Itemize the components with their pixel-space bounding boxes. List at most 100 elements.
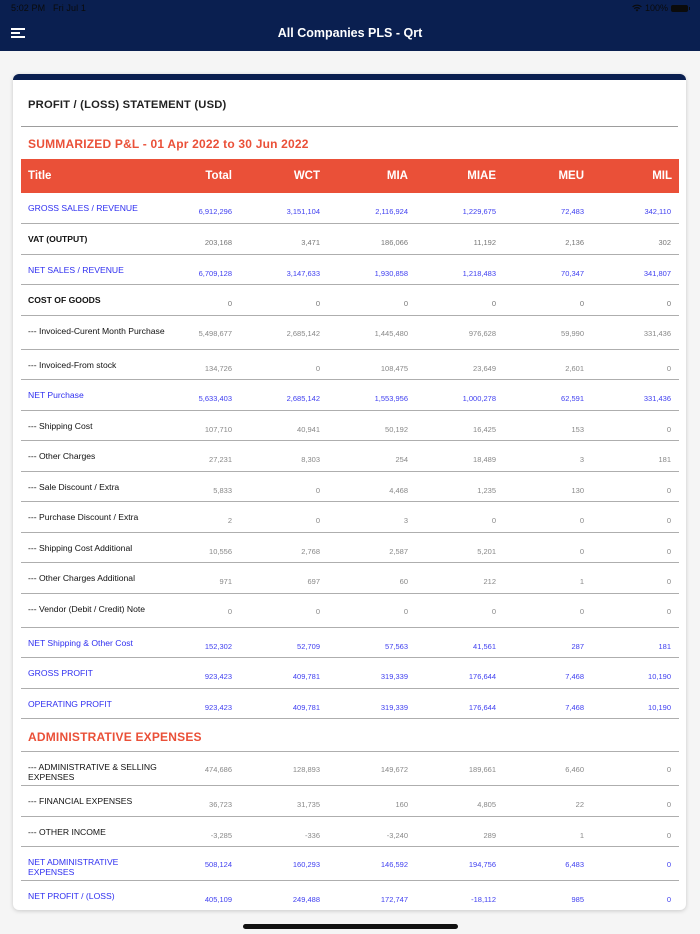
row-title: --- Shipping Cost [21, 410, 166, 441]
table-row[interactable]: --- Other Charges 27,231 8,303 254 18,489 3 18… [21, 440, 679, 472]
cell-mia: 186,066 [328, 223, 416, 255]
table-row[interactable]: --- Invoiced-From stock 134,726 0 108,475 23… [21, 349, 679, 380]
table-row[interactable]: --- ADMINISTRATIVE & SELLING EXPENSES 474… [21, 751, 679, 786]
cell-mil: 0 [592, 349, 679, 380]
table-row[interactable]: VAT (OUTPUT) 203,168 3,471 186,066 11,192 2,1… [21, 223, 679, 255]
table-row[interactable]: OPERATING PROFIT 923,423 409,781 319,339 176… [21, 688, 679, 719]
cell-miae: 4,805 [416, 785, 504, 817]
cell-mil: 0 [592, 816, 679, 847]
cell-miae: 976,628 [416, 315, 504, 350]
cell-meu: 985 [504, 880, 592, 910]
cell-miae: -18,112 [416, 880, 504, 910]
cell-mia: 319,339 [328, 688, 416, 719]
status-date: Fri Jul 1 [53, 3, 86, 13]
row-title: --- Other Charges [21, 440, 166, 472]
cell-total: 2 [166, 501, 240, 533]
table-row[interactable]: NET Shipping & Other Cost 152,302 52,709 57… [21, 627, 679, 658]
row-title: --- OTHER INCOME [21, 816, 166, 847]
row-title: NET PROFIT / (LOSS) [21, 880, 166, 910]
cell-meu: 0 [504, 501, 592, 533]
cell-meu: 1 [504, 816, 592, 847]
cell-mia: -3,240 [328, 816, 416, 847]
table-row[interactable]: --- Purchase Discount / Extra 2 0 3 0 0 0 [21, 501, 679, 533]
cell-miae: 1,000,278 [416, 379, 504, 411]
table-row[interactable]: NET ADMINISTRATIVE EXPENSES 508,124 160,29… [21, 846, 679, 881]
cell-total: -3,285 [166, 816, 240, 847]
cell-mil: 0 [592, 471, 679, 502]
column-header-title: Title [28, 170, 52, 182]
cell-miae: 1,229,675 [416, 193, 504, 224]
cell-total: 405,109 [166, 880, 240, 910]
table-row[interactable]: NET SALES / REVENUE 6,709,128 3,147,633 1,9… [21, 254, 679, 285]
cell-total: 107,710 [166, 410, 240, 441]
status-bar-right: 100% [632, 3, 690, 13]
column-header-total: Total [205, 170, 232, 182]
cell-mia: 108,475 [328, 349, 416, 380]
cell-meu: 7,468 [504, 657, 592, 689]
table-row[interactable]: --- Other Charges Additional 971 697 60 212 1… [21, 562, 679, 594]
table-row[interactable]: --- OTHER INCOME -3,285 -336 -3,240 289 1 0 [21, 816, 679, 847]
cell-mil: 0 [592, 410, 679, 441]
table-row[interactable]: --- FINANCIAL EXPENSES 36,723 31,735 160 4,8… [21, 785, 679, 817]
hamburger-menu-icon[interactable] [11, 28, 25, 40]
status-bar-left: 5:02 PM Fri Jul 1 [11, 3, 86, 13]
cell-mia: 160 [328, 785, 416, 817]
cell-mia: 4,468 [328, 471, 416, 502]
table-row[interactable]: NET PROFIT / (LOSS) 405,109 249,488 172,747… [21, 880, 679, 910]
cell-mil: 0 [592, 846, 679, 881]
table-row[interactable]: GROSS PROFIT 923,423 409,781 319,339 176,644… [21, 657, 679, 689]
table-row[interactable]: --- Shipping Cost 107,710 40,941 50,192 16,4… [21, 410, 679, 441]
cell-wct: 3,151,104 [240, 193, 328, 224]
row-title: NET ADMINISTRATIVE EXPENSES [21, 846, 166, 881]
cell-total: 6,912,296 [166, 193, 240, 224]
cell-wct: 3,147,633 [240, 254, 328, 285]
cell-mia: 1,445,480 [328, 315, 416, 350]
row-title: --- Vendor (Debit / Credit) Note [21, 593, 166, 628]
cell-miae: 11,192 [416, 223, 504, 255]
cell-meu: 2,136 [504, 223, 592, 255]
cell-meu: 70,347 [504, 254, 592, 285]
cell-wct: 52,709 [240, 627, 328, 658]
card-header-strip [13, 74, 686, 80]
cell-total: 0 [166, 593, 240, 628]
cell-miae: 194,756 [416, 846, 504, 881]
cell-mil: 0 [592, 593, 679, 628]
cell-mia: 172,747 [328, 880, 416, 910]
cell-miae: 1,218,483 [416, 254, 504, 285]
cell-mil: 0 [592, 880, 679, 910]
cell-mia: 2,116,924 [328, 193, 416, 224]
cell-meu: 62,591 [504, 379, 592, 411]
cell-wct: 2,768 [240, 532, 328, 563]
column-header-wct: WCT [293, 170, 320, 182]
cell-mia: 254 [328, 440, 416, 472]
cell-wct: 3,471 [240, 223, 328, 255]
table-row[interactable]: GROSS SALES / REVENUE 6,912,296 3,151,104 2… [21, 193, 679, 224]
table-row[interactable]: COST OF GOODS 0 0 0 0 0 0 [21, 284, 679, 316]
table-row[interactable]: --- Vendor (Debit / Credit) Note 0 0 0 0 0 0 [21, 593, 679, 628]
cell-mia: 1,930,858 [328, 254, 416, 285]
home-indicator[interactable] [243, 924, 458, 929]
cell-miae: 16,425 [416, 410, 504, 441]
cell-miae: 0 [416, 284, 504, 316]
cell-mil: 0 [592, 501, 679, 533]
cell-meu: 1 [504, 562, 592, 594]
cell-mil: 302 [592, 223, 679, 255]
table-row[interactable]: --- Invoiced-Curent Month Purchase 5,498,… [21, 315, 679, 350]
row-title: GROSS SALES / REVENUE [21, 193, 166, 224]
table-row[interactable]: --- Shipping Cost Additional 10,556 2,768 2… [21, 532, 679, 563]
table-row[interactable]: NET Purchase 5,633,403 2,685,142 1,553,956 1… [21, 379, 679, 411]
column-header-mia: MIA [386, 170, 408, 182]
table-row[interactable]: --- Sale Discount / Extra 5,833 0 4,468 1,23… [21, 471, 679, 502]
cell-miae: 0 [416, 593, 504, 628]
cell-total: 27,231 [166, 440, 240, 472]
row-title: --- Invoiced-From stock [21, 349, 166, 380]
cell-wct: 0 [240, 349, 328, 380]
cell-wct: 409,781 [240, 657, 328, 689]
cell-wct: 128,893 [240, 751, 328, 786]
cell-meu: 72,483 [504, 193, 592, 224]
row-title: NET SALES / REVENUE [21, 254, 166, 285]
row-title: --- Other Charges Additional [21, 562, 166, 594]
cell-wct: 2,685,142 [240, 379, 328, 411]
row-title: --- ADMINISTRATIVE & SELLING EXPENSES [21, 751, 166, 786]
cell-wct: 697 [240, 562, 328, 594]
